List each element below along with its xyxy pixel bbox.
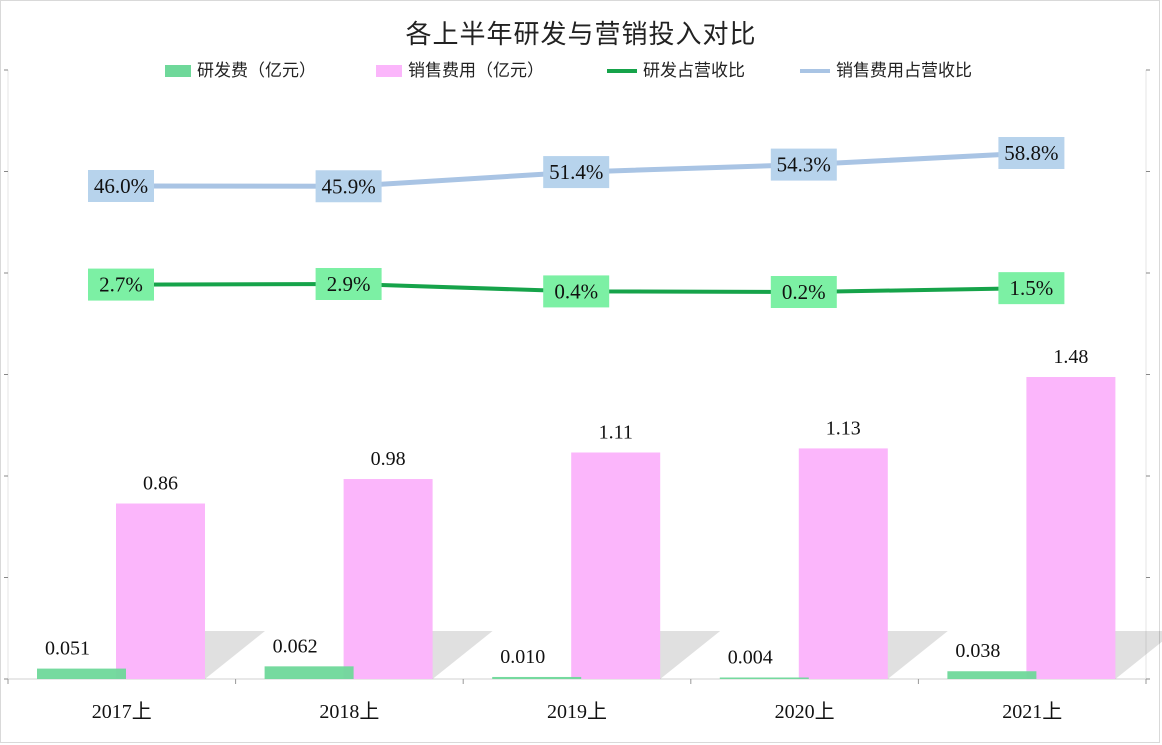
rd-cost-data-label: 0.051 bbox=[45, 638, 90, 660]
sales-ratio-data-label: 45.9% bbox=[321, 174, 375, 198]
sales-ratio-data-label-bg bbox=[770, 148, 837, 181]
x-tick-label: 2018上 bbox=[319, 700, 379, 723]
rd-cost-data-label: 0.004 bbox=[728, 647, 773, 669]
sales-cost-bar bbox=[571, 452, 661, 679]
legend-item-sales-cost: 销售费用（亿元） bbox=[376, 58, 544, 84]
sales-cost-bar bbox=[798, 448, 888, 679]
rd-cost-bar bbox=[37, 668, 126, 679]
sales-cost-data-label: 0.98 bbox=[371, 448, 406, 470]
sales-ratio-data-label-bg bbox=[315, 170, 382, 203]
sales-cost-bar bbox=[1026, 377, 1116, 679]
chart-title: 各上半年研发与营销投入对比 bbox=[405, 20, 757, 50]
legend-item-rd-cost: 研发费（亿元） bbox=[165, 58, 316, 84]
rd-ratio-data-label: 0.4% bbox=[554, 279, 598, 303]
rd-cost-data-label: 0.062 bbox=[273, 635, 318, 657]
legend-item-sales-ratio: 销售费用占营收比 bbox=[800, 58, 972, 84]
rd-cost-bar bbox=[719, 677, 809, 679]
rd-ratio-data-label: 0.2% bbox=[782, 280, 826, 304]
x-tick-label: 2017上 bbox=[92, 700, 152, 723]
sales-cost-bar bbox=[343, 479, 433, 679]
green-line-swatch-icon bbox=[607, 69, 637, 73]
rd-ratio-data-label: 2.9% bbox=[327, 272, 371, 296]
legend: 研发费（亿元） 销售费用（亿元） 研发占营收比 销售费用占营收比 bbox=[0, 58, 1162, 84]
rd-cost-bar bbox=[947, 671, 1037, 679]
x-tick-label: 2021上 bbox=[1002, 700, 1062, 723]
rd-ratio-data-label: 2.7% bbox=[99, 273, 143, 297]
rd-ratio-data-label-bg bbox=[315, 268, 382, 300]
sales-cost-bar bbox=[116, 503, 205, 679]
sales-ratio-data-label-bg bbox=[543, 156, 610, 189]
sales-ratio-data-label: 46.0% bbox=[94, 174, 148, 198]
pink-rect-swatch-icon bbox=[376, 65, 402, 77]
sales-cost-data-label: 1.48 bbox=[1053, 346, 1088, 368]
sales-ratio-data-label-bg bbox=[88, 170, 154, 202]
sales-ratio-data-label: 51.4% bbox=[549, 160, 603, 184]
rd-ratio-data-label-bg bbox=[88, 268, 154, 301]
rd-cost-data-label: 0.010 bbox=[500, 646, 545, 668]
rd-cost-bar bbox=[264, 666, 354, 679]
sales-cost-data-label: 1.13 bbox=[826, 417, 861, 439]
legend-label: 研发费（亿元） bbox=[197, 61, 316, 81]
x-tick-label: 2020上 bbox=[775, 700, 835, 723]
x-tick-label: 2019上 bbox=[547, 700, 607, 723]
green-rect-swatch-icon bbox=[165, 65, 191, 77]
rd-cost-bar bbox=[492, 676, 582, 679]
blue-line-swatch-icon bbox=[800, 69, 830, 73]
sales-cost-data-label: 1.11 bbox=[599, 422, 633, 444]
sales-cost-data-label: 0.86 bbox=[143, 473, 178, 495]
rd-ratio-data-label-bg bbox=[543, 275, 610, 308]
rd-ratio-data-label-bg bbox=[998, 272, 1065, 305]
sales-ratio-data-label: 54.3% bbox=[777, 153, 831, 177]
legend-label: 研发占营收比 bbox=[643, 61, 745, 81]
legend-label: 销售费用（亿元） bbox=[408, 61, 544, 81]
legend-label: 销售费用占营收比 bbox=[836, 61, 972, 81]
rd-ratio-data-label: 1.5% bbox=[1010, 276, 1054, 300]
sales-ratio-data-label: 58.8% bbox=[1004, 141, 1058, 165]
rd-ratio-data-label-bg bbox=[770, 276, 837, 308]
sales-ratio-data-label-bg bbox=[998, 137, 1065, 169]
legend-item-rd-ratio: 研发占营收比 bbox=[607, 58, 745, 84]
rd-cost-data-label: 0.038 bbox=[955, 640, 1000, 662]
